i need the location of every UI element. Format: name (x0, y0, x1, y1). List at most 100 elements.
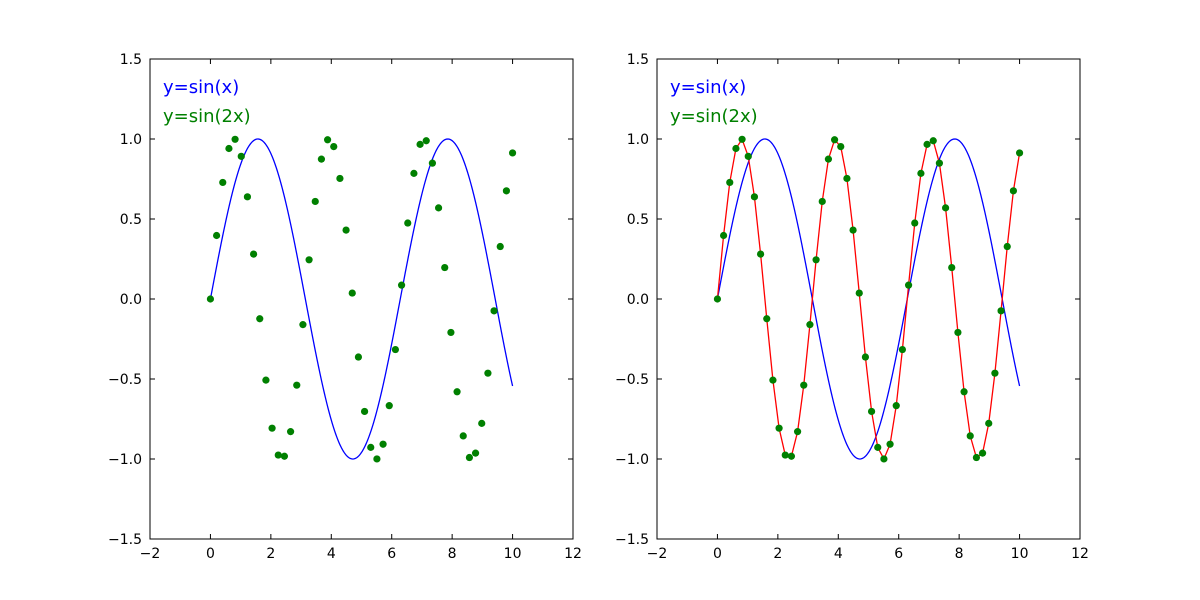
data-point (738, 135, 746, 143)
data-point (342, 226, 350, 234)
y-tick-label: −0.5 (615, 372, 649, 388)
data-point (225, 144, 233, 153)
data-point (966, 432, 974, 440)
data-point (861, 353, 870, 361)
data-point (726, 178, 734, 187)
data-point (404, 219, 412, 227)
data-point (243, 193, 252, 201)
data-point (917, 169, 925, 177)
data-point (972, 453, 981, 462)
y-tick-label: −1.5 (615, 532, 649, 548)
data-point (880, 455, 888, 463)
x-tick-label: 2 (773, 546, 782, 562)
data-point (874, 443, 882, 451)
data-point (447, 328, 455, 337)
data-point (280, 452, 289, 460)
x-tick-label: 10 (504, 546, 522, 562)
y-tick-label: 0.0 (120, 292, 142, 308)
x-tick-label: 12 (564, 546, 582, 562)
data-point (713, 295, 722, 303)
data-point (732, 144, 740, 153)
data-point (923, 140, 931, 148)
data-point (812, 256, 820, 264)
data-point (484, 369, 492, 377)
data-point (837, 142, 845, 151)
data-point (323, 136, 332, 144)
x-tick-label: 4 (327, 546, 336, 562)
x-tick-label: 6 (387, 546, 396, 562)
data-point (830, 136, 839, 144)
data-point (960, 388, 968, 396)
data-point (385, 402, 393, 410)
data-point (496, 242, 504, 251)
data-point (299, 321, 307, 329)
data-point (991, 369, 999, 377)
data-point (212, 231, 221, 240)
data-point (867, 407, 876, 416)
series-connect-line-1 (716, 137, 1021, 461)
data-point (775, 424, 783, 432)
data-point (843, 174, 851, 183)
data-point (206, 295, 215, 303)
data-point (478, 419, 486, 427)
data-point (818, 197, 826, 206)
data-point (286, 428, 295, 436)
y-tick-label: −1.5 (108, 532, 142, 548)
legend-entry: y=sin(2x) (670, 106, 758, 127)
data-point (793, 428, 802, 436)
data-point (330, 142, 338, 151)
data-point (274, 451, 282, 459)
data-point (256, 315, 264, 323)
data-point (441, 263, 449, 272)
data-point (886, 440, 894, 448)
legend-entry: y=sin(2x) (163, 106, 251, 127)
data-point (781, 451, 789, 459)
chart-panel-right: −2 0 2 4 6 8 10 12 −1.5 −1.0 −0.5 0.0 0.5 1.0 1.5 y=sin… (615, 52, 1089, 562)
data-point (806, 321, 814, 329)
data-point (948, 263, 956, 272)
data-point (391, 345, 400, 354)
data-point (268, 424, 276, 432)
data-point (231, 135, 239, 143)
data-point (929, 137, 937, 145)
y-tick-label: 1.0 (627, 132, 649, 148)
data-point (336, 174, 344, 183)
data-point (354, 353, 363, 361)
data-point (490, 307, 498, 315)
y-tick-label: 1.5 (120, 52, 142, 68)
chart-panel-left: −2 0 2 4 6 8 10 12 −1.5 −1.0 −0.5 0.0 0.5 1.0 1.5 y=sin… (108, 52, 582, 562)
legend-entry: y=sin(x) (670, 77, 746, 98)
data-point (824, 155, 833, 163)
y-tick-label: 0.5 (120, 212, 142, 228)
x-tick-label: 12 (1071, 546, 1089, 562)
x-tick-label: 8 (448, 546, 457, 562)
data-point (397, 281, 406, 289)
plot-area (206, 135, 517, 463)
data-point (434, 204, 443, 212)
legend-entry: y=sin(x) (163, 77, 239, 98)
data-point (763, 315, 771, 323)
data-point (750, 193, 759, 201)
data-point (849, 226, 857, 234)
data-point (941, 204, 950, 212)
data-point (769, 376, 777, 384)
data-point (459, 432, 467, 440)
data-point (719, 231, 728, 240)
data-point (1015, 149, 1024, 157)
data-point (1003, 242, 1011, 251)
data-point (508, 149, 517, 157)
series-line-0 (209, 138, 514, 460)
data-point (465, 453, 474, 462)
data-point (219, 178, 227, 187)
data-point (787, 452, 796, 460)
data-point (348, 289, 356, 297)
y-tick-label: −0.5 (108, 372, 142, 388)
series-line-0 (716, 138, 1021, 460)
data-point (422, 137, 430, 145)
data-point (904, 281, 913, 289)
data-point (379, 440, 387, 448)
data-point (305, 256, 313, 264)
data-point (471, 449, 480, 457)
